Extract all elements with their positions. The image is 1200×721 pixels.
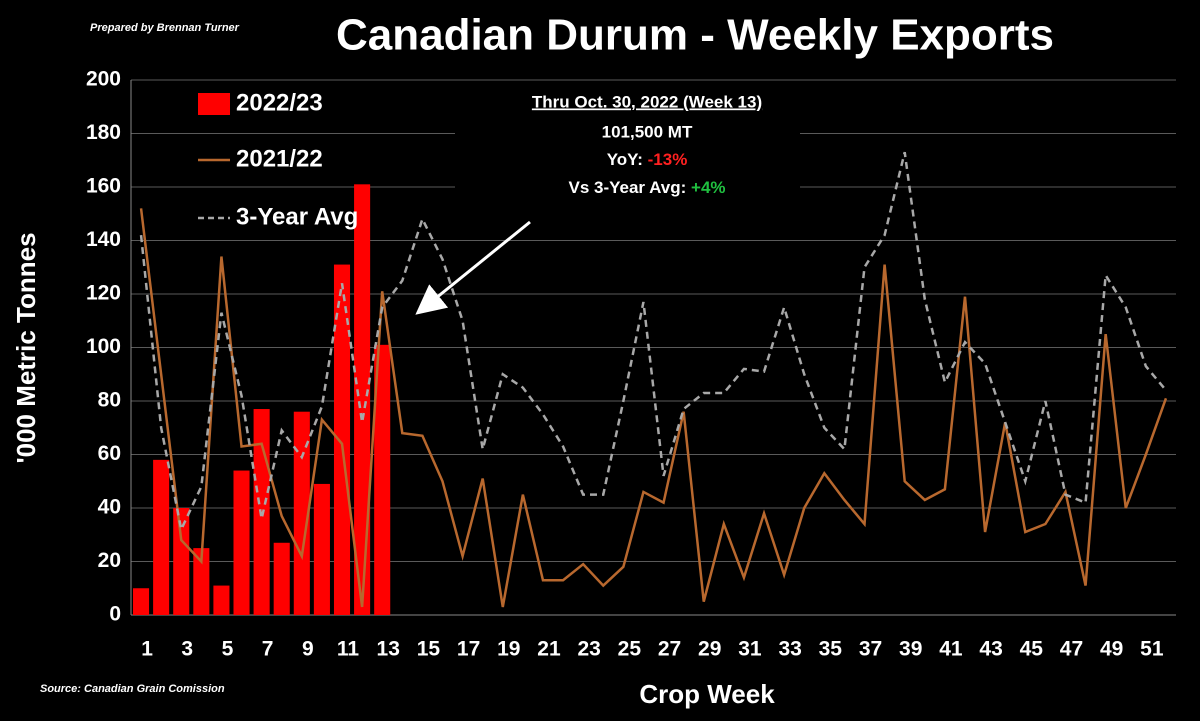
yoy-value: -13% <box>648 150 688 169</box>
x-tick-label: 3 <box>181 638 193 661</box>
y-tick-label: 140 <box>86 228 121 251</box>
bar <box>354 184 371 615</box>
bar <box>213 585 230 615</box>
source: Source: Canadian Grain Comission <box>40 683 225 695</box>
x-tick-label: 51 <box>1140 638 1164 661</box>
legend-label: 2021/22 <box>236 145 323 172</box>
y-tick-label: 100 <box>86 335 121 358</box>
x-tick-label: 37 <box>859 638 882 661</box>
avg-label: Vs 3-Year Avg: <box>568 178 686 197</box>
chart-title: Canadian Durum - Weekly Exports <box>336 11 1054 60</box>
x-tick-label: 49 <box>1100 638 1123 661</box>
y-tick-label: 180 <box>86 121 121 144</box>
annotation-title: Thru Oct. 30, 2022 (Week 13) <box>532 92 762 111</box>
avg-value: +4% <box>691 178 726 197</box>
y-axis-label: '000 Metric Tonnes <box>11 232 41 463</box>
x-tick-label: 7 <box>262 638 274 661</box>
bar <box>333 264 351 615</box>
y-tick-label: 160 <box>86 175 121 198</box>
x-tick-label: 41 <box>939 638 963 661</box>
bar <box>173 508 190 615</box>
y-tick-label: 80 <box>98 389 121 412</box>
y-tick-label: 120 <box>86 282 121 305</box>
bar <box>374 344 391 615</box>
arrow <box>415 220 531 315</box>
y-tick-label: 40 <box>98 496 121 519</box>
y-tick-label: 60 <box>98 442 121 465</box>
x-tick-label: 15 <box>417 638 441 661</box>
x-tick-label: 35 <box>819 638 843 661</box>
legend-label: 3-Year Avg <box>236 203 358 230</box>
x-tick-label: 13 <box>377 638 400 661</box>
series-line <box>139 151 1167 534</box>
x-tick-label: 25 <box>618 638 642 661</box>
bar <box>193 548 210 615</box>
x-tick-label: 43 <box>979 638 1002 661</box>
series-line <box>139 208 1168 608</box>
x-tick-label: 11 <box>337 638 360 661</box>
x-axis-label: Crop Week <box>639 679 775 709</box>
bar <box>233 470 250 615</box>
annotation-box <box>455 88 800 206</box>
credit: Prepared by Brennan Turner <box>90 22 240 34</box>
annotation-total: 101,500 MT <box>602 122 693 141</box>
bar <box>273 542 290 615</box>
bar <box>313 483 330 615</box>
legend-swatch <box>198 93 230 115</box>
x-tick-label: 29 <box>698 638 721 661</box>
y-tick-label: 200 <box>86 68 121 91</box>
annotation-yoy: YoY: -13% <box>607 150 688 169</box>
x-tick-label: 21 <box>537 638 561 661</box>
bar <box>153 459 170 615</box>
bar <box>293 411 310 615</box>
x-tick-label: 5 <box>222 638 234 661</box>
legend-label: 2022/23 <box>236 89 323 116</box>
x-tick-label: 17 <box>457 638 480 661</box>
x-tick-label: 47 <box>1060 638 1083 661</box>
x-tick-label: 1 <box>141 638 153 661</box>
x-tick-label: 23 <box>577 638 600 661</box>
x-tick-label: 39 <box>899 638 922 661</box>
y-tick-label: 0 <box>109 603 121 626</box>
x-tick-label: 19 <box>497 638 520 661</box>
x-tick-label: 27 <box>658 638 681 661</box>
x-tick-label: 33 <box>778 638 801 661</box>
annotation-avg: Vs 3-Year Avg: +4% <box>568 178 725 197</box>
x-tick-label: 31 <box>738 638 762 661</box>
y-tick-label: 20 <box>98 549 121 572</box>
x-tick-label: 9 <box>302 638 314 661</box>
x-tick-label: 45 <box>1020 638 1044 661</box>
bar <box>133 588 150 615</box>
yoy-label: YoY: <box>607 150 643 169</box>
